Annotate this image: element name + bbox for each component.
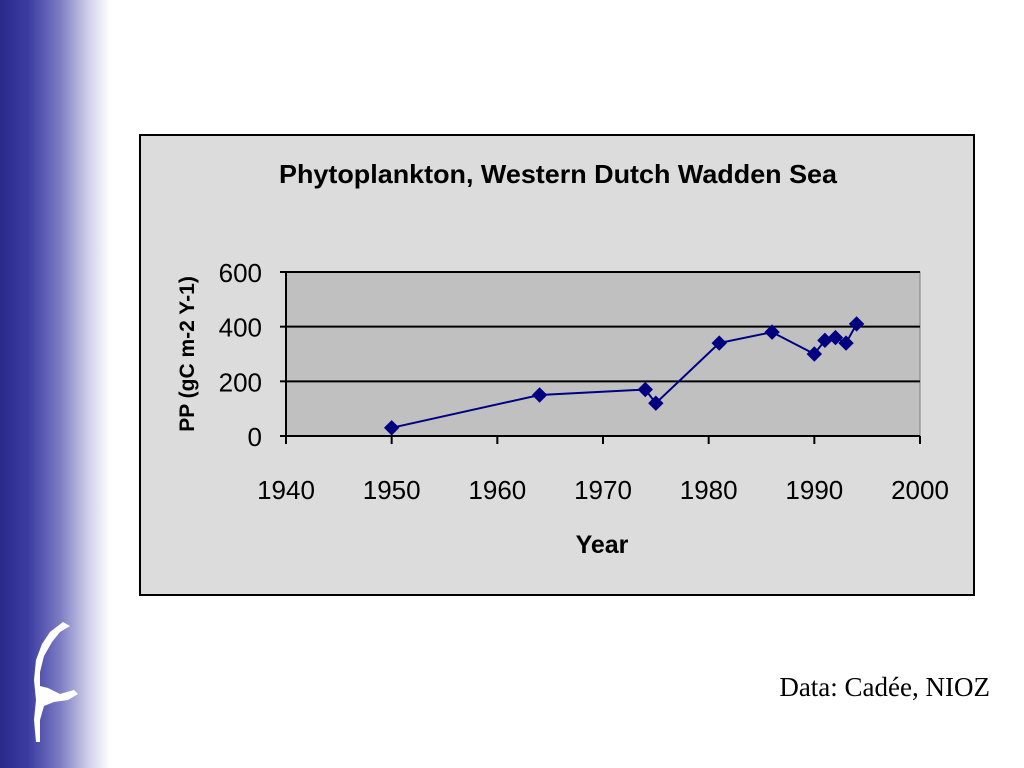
x-tick-label: 1970 xyxy=(574,475,632,505)
data-point-marker xyxy=(637,381,653,398)
x-tick-label: 1960 xyxy=(468,475,526,505)
x-tick-label: 2000 xyxy=(891,475,949,505)
data-credit: Data: Cadée, NIOZ xyxy=(779,672,990,702)
x-tick-label: 1980 xyxy=(680,475,738,505)
data-point-marker xyxy=(838,335,854,351)
y-tick-label: 0 xyxy=(248,422,262,452)
data-point-marker xyxy=(827,329,844,346)
data-point-marker xyxy=(531,387,548,403)
data-point-marker xyxy=(711,335,727,351)
island-silhouette-icon xyxy=(34,622,78,742)
data-point-marker xyxy=(848,316,865,332)
side-gradient-band xyxy=(0,0,110,768)
x-tick-label: 1990 xyxy=(785,475,843,505)
x-tick-label: 1950 xyxy=(363,475,421,505)
y-tick-label: 200 xyxy=(219,367,262,397)
data-point-marker xyxy=(806,346,823,362)
x-axis-label: Year xyxy=(576,531,629,559)
y-tick-label: 600 xyxy=(219,258,262,288)
plot-background xyxy=(285,271,921,437)
y-axis-label: PP (gC m-2 Y-1) xyxy=(176,276,199,432)
data-point-marker xyxy=(764,324,780,340)
data-point-marker xyxy=(383,420,400,436)
x-tick-label: 1940 xyxy=(257,475,315,505)
plot-area: 0 200 400 600 1940 1950 1960 1970 1980 1990 2000 xyxy=(219,258,949,505)
y-tick-label: 400 xyxy=(219,313,262,343)
chart-title: Phytoplankton, Western Dutch Wadden Sea xyxy=(279,159,838,189)
data-point-marker xyxy=(648,395,664,411)
